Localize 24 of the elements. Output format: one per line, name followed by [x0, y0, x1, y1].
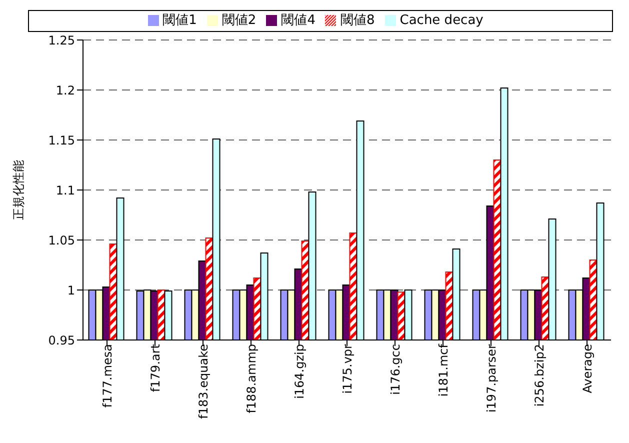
x-tick-label: Average — [580, 344, 595, 394]
y-tick-label: 1.1 — [56, 183, 75, 198]
legend-label: Cache decay — [400, 13, 484, 28]
y-axis-title: 正規化性能 — [11, 160, 26, 220]
x-tick-label: f188.ammp — [244, 344, 259, 414]
x-tick-label: i175.vpr — [340, 344, 355, 394]
legend-label: 閾値4 — [281, 13, 316, 28]
x-tick-label: i256.bzip2 — [532, 344, 547, 407]
x-tick-label: i176.gcc — [388, 344, 403, 395]
x-tick-label: f183.equake — [196, 344, 211, 419]
y-tick-label: 1.15 — [48, 133, 75, 148]
x-tick-label: i164.gzip — [292, 344, 307, 399]
y-tick-label: 1.05 — [48, 233, 75, 248]
y-tick-label: 1.25 — [48, 33, 75, 48]
y-tick-label: 1 — [67, 283, 75, 298]
x-tick-label: i181.mcf — [436, 343, 451, 397]
legend-label: 閾値8 — [340, 13, 375, 28]
x-tick-label: f177.mesa — [100, 344, 115, 408]
legend-label: 閾値2 — [222, 13, 256, 28]
x-tick-label: i197.parser — [484, 344, 499, 413]
y-tick-label: 1.2 — [56, 83, 75, 98]
y-tick-label: 0.95 — [48, 333, 75, 348]
x-tick-label: f179.art — [148, 344, 163, 392]
legend-label: 閾値1 — [162, 13, 197, 28]
